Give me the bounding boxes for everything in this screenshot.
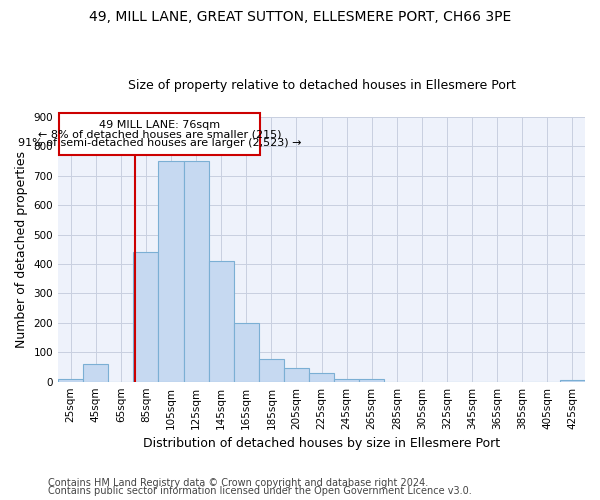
Bar [334, 378, 359, 382]
Bar [184, 161, 209, 382]
Text: Contains HM Land Registry data © Crown copyright and database right 2024.: Contains HM Land Registry data © Crown c… [48, 478, 428, 488]
Bar [59, 113, 260, 155]
Text: ← 8% of detached houses are smaller (215): ← 8% of detached houses are smaller (215… [38, 129, 281, 139]
Title: Size of property relative to detached houses in Ellesmere Port: Size of property relative to detached ho… [128, 79, 515, 92]
Bar [209, 261, 233, 382]
Bar [233, 323, 259, 382]
Bar [133, 252, 158, 382]
Bar [259, 359, 284, 382]
Text: 49 MILL LANE: 76sqm: 49 MILL LANE: 76sqm [99, 120, 220, 130]
X-axis label: Distribution of detached houses by size in Ellesmere Port: Distribution of detached houses by size … [143, 437, 500, 450]
Bar [83, 364, 108, 382]
Bar [359, 378, 384, 382]
Bar [284, 368, 309, 382]
Y-axis label: Number of detached properties: Number of detached properties [15, 150, 28, 348]
Bar [58, 378, 83, 382]
Text: Contains public sector information licensed under the Open Government Licence v3: Contains public sector information licen… [48, 486, 472, 496]
Bar [158, 161, 184, 382]
Text: 49, MILL LANE, GREAT SUTTON, ELLESMERE PORT, CH66 3PE: 49, MILL LANE, GREAT SUTTON, ELLESMERE P… [89, 10, 511, 24]
Text: 91% of semi-detached houses are larger (2,523) →: 91% of semi-detached houses are larger (… [18, 138, 301, 148]
Bar [309, 374, 334, 382]
Bar [560, 380, 585, 382]
